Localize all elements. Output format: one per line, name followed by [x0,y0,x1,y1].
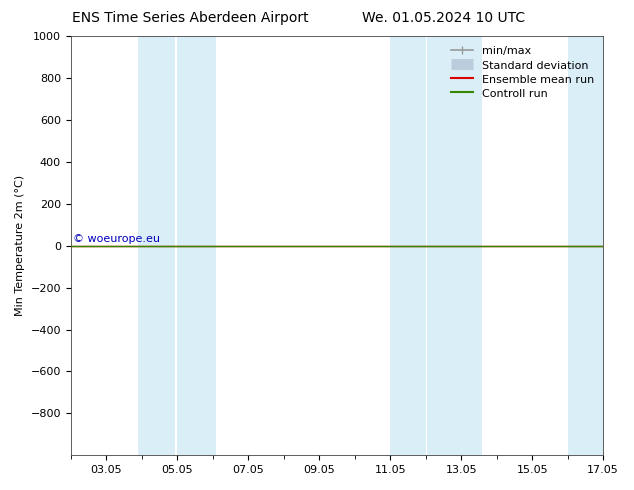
Text: ENS Time Series Aberdeen Airport: ENS Time Series Aberdeen Airport [72,11,309,25]
Text: We. 01.05.2024 10 UTC: We. 01.05.2024 10 UTC [362,11,526,25]
Bar [178,36,216,455]
Text: © woeurope.eu: © woeurope.eu [72,234,160,245]
Bar [138,36,176,455]
Legend: min/max, Standard deviation, Ensemble mean run, Controll run: min/max, Standard deviation, Ensemble me… [448,42,598,102]
Bar [567,36,603,455]
Bar [390,36,425,455]
Y-axis label: Min Temperature 2m (°C): Min Temperature 2m (°C) [15,175,25,316]
Bar [427,36,482,455]
